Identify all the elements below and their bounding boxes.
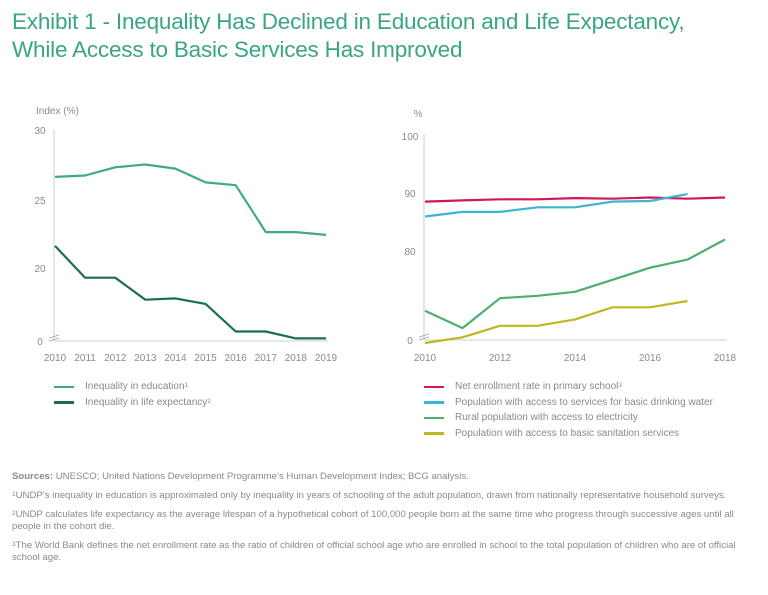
footnote-1: 1UNDP’s inequality in education is appro… xyxy=(12,490,757,502)
legend-item: Population with access to services for b… xyxy=(424,395,713,411)
series-line-net-enrollment xyxy=(424,196,726,203)
footnote-mark: 2 xyxy=(12,510,16,517)
title-line-1: Exhibit 1 - Inequality Has Declined in E… xyxy=(12,9,685,34)
charts-canvas: Index (%) 0 20 25 30 2010 2011 2012 2013 2014 2015… xyxy=(34,106,737,364)
legend-footnote-mark: 1 xyxy=(184,382,189,389)
series-line-life-expectancy xyxy=(54,245,326,340)
legend-footnote-mark: 3 xyxy=(618,382,623,389)
x-tick-label: 2018 xyxy=(714,353,737,364)
y-tick-label: 20 xyxy=(34,264,46,275)
y-tick-label: 90 xyxy=(404,189,416,200)
footnote-mark: 1 xyxy=(12,491,16,498)
sources-label: Sources: xyxy=(12,471,54,482)
sources-note: Sources: UNESCO; United Nations Developm… xyxy=(12,471,757,483)
y-tick-label: 25 xyxy=(34,196,46,207)
right-chart-legend: Net enrollment rate in primary school 3 Po… xyxy=(424,379,713,441)
footnote-text: The World Bank defines the net enrollmen… xyxy=(12,540,736,563)
x-tick-label: 2016 xyxy=(639,353,662,364)
legend-label: Inequality in life expectancy xyxy=(85,396,208,408)
x-tick-label: 2016 xyxy=(225,353,248,364)
footnote-2: 2UNDP calculates life expectancy as the … xyxy=(12,509,757,533)
footnote-text: UNDP’s inequality in education is approx… xyxy=(15,490,727,501)
legend-label: Population with access to basic sanitati… xyxy=(455,427,680,439)
legend-swatch xyxy=(54,401,74,404)
legend-item: Inequality in education 1 xyxy=(54,379,211,395)
footnote-3: 3The World Bank defines the net enrollme… xyxy=(12,540,757,564)
y-tick-label: 100 xyxy=(402,132,419,143)
legend-label: Inequality in education xyxy=(85,381,185,392)
footnote-text: UNDP calculates life expectancy as the a… xyxy=(12,509,734,532)
legend-label: Net enrollment rate in primary school xyxy=(455,381,619,392)
title-line-2: While Access to Basic Services Has Impro… xyxy=(12,37,463,62)
right-chart: % 0 80 90 100 2010 2012 2014 2016 2018 xyxy=(402,109,737,364)
legend-swatch xyxy=(424,416,444,419)
legend-item: Population with access to basic sanitati… xyxy=(424,426,713,442)
x-tick-label: 2017 xyxy=(255,353,278,364)
x-tick-label: 2019 xyxy=(315,353,338,364)
series-line-drinking-water xyxy=(424,193,688,218)
y-tick-label: 0 xyxy=(407,336,413,347)
y-tick-label: 80 xyxy=(404,247,416,258)
x-tick-label: 2012 xyxy=(104,353,127,364)
series-line-education xyxy=(54,163,327,236)
series-line-sanitation xyxy=(424,299,688,345)
x-tick-label: 2011 xyxy=(74,353,96,364)
series-line-electricity xyxy=(424,238,726,330)
x-tick-label: 2010 xyxy=(44,353,67,364)
legend-item: Inequality in life expectancy 2 xyxy=(54,395,211,411)
x-tick-label: 2010 xyxy=(414,353,437,364)
axis-break-mark xyxy=(48,334,60,342)
x-tick-label: 2018 xyxy=(285,353,308,364)
y-tick-label: 0 xyxy=(37,337,43,348)
legend-item: Net enrollment rate in primary school 3 xyxy=(424,379,713,395)
x-tick-label: 2015 xyxy=(194,353,217,364)
sources-text: UNESCO; United Nations Development Progr… xyxy=(53,471,469,482)
exhibit-title: Exhibit 1 - Inequality Has Declined in E… xyxy=(12,8,762,64)
footnote-mark: 3 xyxy=(12,541,16,548)
legend-swatch xyxy=(54,385,74,388)
x-tick-label: 2012 xyxy=(489,353,512,364)
legend-footnote-mark: 2 xyxy=(207,397,211,405)
y-tick-label: 30 xyxy=(34,126,46,137)
legend-swatch xyxy=(424,385,444,388)
legend-swatch xyxy=(424,432,444,435)
notes: Sources: UNESCO; United Nations Developm… xyxy=(12,471,757,571)
legend-label: Population with access to services for b… xyxy=(455,396,713,408)
x-tick-label: 2014 xyxy=(564,353,587,364)
axis-break-mark xyxy=(418,333,430,341)
y-axis-title: Index (%) xyxy=(36,106,79,117)
legend-label: Rural population with access to electric… xyxy=(455,412,638,423)
y-axis-title: % xyxy=(414,109,423,120)
legend-item: Rural population with access to electric… xyxy=(424,410,713,426)
legend-swatch xyxy=(424,401,444,404)
x-tick-label: 2014 xyxy=(164,353,187,364)
left-chart-legend: Inequality in education 1 Inequality in li… xyxy=(54,379,211,410)
x-tick-label: 2013 xyxy=(134,353,157,364)
left-chart: Index (%) 0 20 25 30 2010 2011 2012 2013 2014 2015… xyxy=(34,106,337,364)
